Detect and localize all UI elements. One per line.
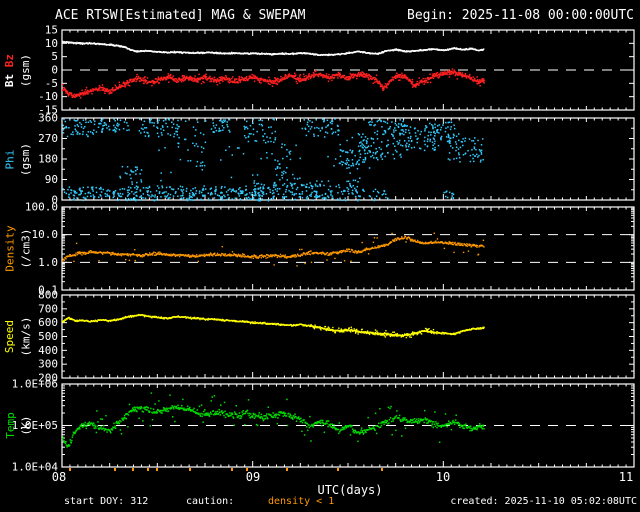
caution-value: density < 1: [268, 496, 335, 507]
svg-text:5: 5: [51, 50, 58, 63]
xaxis-title: UTC(days): [317, 483, 383, 497]
svg-text:700: 700: [38, 302, 58, 315]
svg-text:0.1: 0.1: [38, 284, 58, 297]
svg-text:-15: -15: [38, 104, 58, 117]
density-panel-plot: 100.0 10.0 1.0 0.1: [25, 201, 635, 297]
svg-text:800: 800: [38, 289, 58, 302]
phi-panel-plot: 360 270 180 90 0: [38, 112, 635, 207]
xaxis-tick-09: 09: [245, 470, 261, 484]
start-doy-label: start DOY: 312: [64, 496, 149, 507]
svg-text:-5: -5: [45, 77, 58, 90]
svg-text:180: 180: [38, 153, 58, 166]
title-row: ACE RTSW[Estimated] MAG & SWEPAM Begin: …: [0, 8, 640, 24]
xaxis-labels: 08 09 10 11: [0, 470, 640, 484]
page-title: ACE RTSW[Estimated] MAG & SWEPAM: [55, 8, 306, 23]
begin-timestamp: Begin: 2025-11-08 00:00:00UTC: [407, 8, 634, 23]
svg-text:15: 15: [45, 24, 58, 37]
svg-text:90: 90: [45, 173, 58, 186]
svg-text:1.0: 1.0: [38, 256, 58, 269]
ylabel-bt: Bt: [3, 73, 17, 87]
svg-text:200: 200: [38, 372, 58, 385]
svg-text:-10: -10: [38, 90, 58, 103]
svg-text:0: 0: [51, 64, 58, 77]
xaxis-tick-10: 10: [435, 470, 451, 484]
temp-panel-plot: 1.0E+061.0E+051.0E+04: [12, 378, 635, 474]
svg-text:500: 500: [38, 330, 58, 343]
caution-label: caution:: [186, 496, 235, 507]
svg-text:360: 360: [38, 112, 58, 125]
svg-text:270: 270: [38, 132, 58, 145]
created-timestamp: created: 2025-11-10 05:02:08UTC: [450, 496, 637, 507]
svg-text:0: 0: [51, 194, 58, 207]
xaxis-tick-08: 08: [51, 470, 67, 484]
xaxis-tick-11: 11: [618, 470, 634, 484]
svg-text:400: 400: [38, 344, 58, 357]
svg-text:10: 10: [45, 37, 58, 50]
svg-text:10.0: 10.0: [32, 228, 59, 241]
ylabel-bz: Bz: [3, 53, 17, 67]
svg-text:300: 300: [38, 358, 58, 371]
footer-row: start DOY: 312 caution: density < 1 crea…: [0, 496, 640, 510]
svg-text:100.0: 100.0: [25, 201, 58, 214]
svg-text:600: 600: [38, 316, 58, 329]
